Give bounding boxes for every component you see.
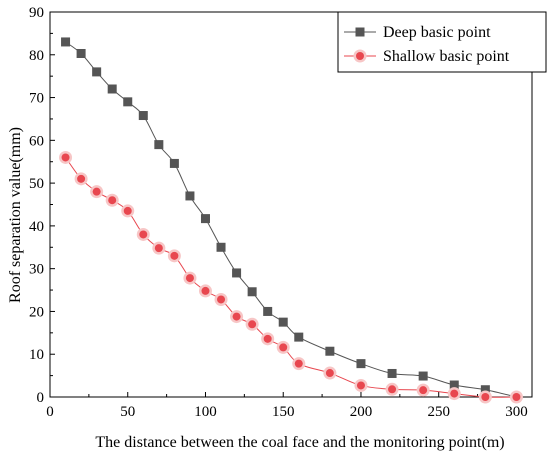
data-point: [170, 251, 179, 260]
data-point: [388, 385, 397, 394]
x-tick-label: 150: [272, 404, 295, 420]
x-axis-title: The distance between the coal face and t…: [95, 434, 504, 451]
data-point: [248, 320, 257, 329]
data-point: [356, 381, 365, 390]
data-point: [450, 389, 459, 398]
data-point: [123, 206, 132, 215]
y-tick-label: 30: [29, 262, 44, 278]
data-point: [77, 174, 86, 183]
series-1: [61, 37, 521, 402]
legend-marker: [356, 52, 364, 60]
y-tick-label: 60: [29, 133, 44, 149]
data-point: [263, 334, 272, 343]
data-point: [247, 287, 257, 297]
data-point: [216, 242, 226, 252]
plot-area: 0 50 100 150 200 250 300 0 10 20 30 40 50 60 70 80 90: [29, 5, 533, 420]
x-tick-label: 50: [120, 404, 135, 420]
y-tick-label: 10: [29, 347, 44, 363]
data-point: [279, 343, 288, 352]
legend-marker: [355, 27, 365, 37]
data-point: [92, 67, 102, 77]
data-point: [387, 368, 397, 378]
legend-items: Deep basic point Shallow basic point: [344, 24, 510, 65]
legend-item: Shallow basic point: [344, 48, 510, 65]
data-point: [185, 191, 195, 201]
data-point: [325, 346, 335, 356]
data-point: [61, 153, 70, 162]
data-point: [449, 380, 459, 390]
legend-box: [337, 11, 547, 73]
data-point: [123, 97, 133, 107]
y-tick-label: 0: [37, 390, 45, 406]
x-tick-label: 0: [46, 404, 54, 420]
series-layer: [59, 37, 523, 404]
y-axis-title: Roof separation value(mm): [7, 127, 24, 303]
y-tick-label: 20: [29, 304, 44, 320]
y-tick-label: 70: [29, 91, 44, 107]
y-tick-label: 40: [29, 219, 44, 235]
data-point: [169, 158, 179, 168]
x-tick-label: 100: [194, 404, 217, 420]
x-tick-label: 200: [350, 404, 373, 420]
data-point: [76, 48, 86, 58]
data-point: [200, 214, 210, 224]
y-tick-label: 90: [29, 5, 44, 21]
data-point: [356, 359, 366, 369]
data-point: [217, 295, 226, 304]
y-tick-label: 50: [29, 176, 44, 192]
data-point: [201, 286, 210, 295]
data-point: [154, 140, 164, 150]
data-point: [512, 393, 521, 401]
legend: Deep basic point Shallow basic point: [337, 11, 547, 73]
data-point: [263, 306, 273, 316]
legend-label: Shallow basic point: [383, 48, 510, 65]
data-point: [278, 317, 288, 327]
legend-item: Deep basic point: [344, 24, 491, 41]
data-point: [232, 268, 242, 278]
data-point: [139, 230, 148, 239]
y-tick-label: 80: [29, 48, 44, 64]
data-point: [480, 385, 490, 395]
series-line: [65, 157, 517, 398]
data-point: [154, 244, 163, 253]
data-point: [108, 196, 117, 205]
x-tick-label: 300: [505, 404, 528, 420]
data-point: [325, 369, 334, 378]
data-point: [418, 371, 428, 381]
data-point: [92, 187, 101, 196]
data-point: [232, 312, 241, 321]
data-point: [185, 274, 194, 283]
data-point: [138, 111, 148, 121]
data-point: [481, 393, 490, 401]
data-point: [419, 386, 428, 395]
data-point: [294, 359, 303, 368]
data-point: [61, 37, 71, 47]
axes: 0 50 100 150 200 250 300 0 10 20 30 40 50 60 70 80 90: [29, 5, 533, 420]
x-tick-label: 250: [427, 404, 450, 420]
legend-label: Deep basic point: [383, 24, 491, 41]
data-point: [107, 84, 117, 94]
data-point: [294, 332, 304, 342]
series-2: [59, 150, 523, 404]
